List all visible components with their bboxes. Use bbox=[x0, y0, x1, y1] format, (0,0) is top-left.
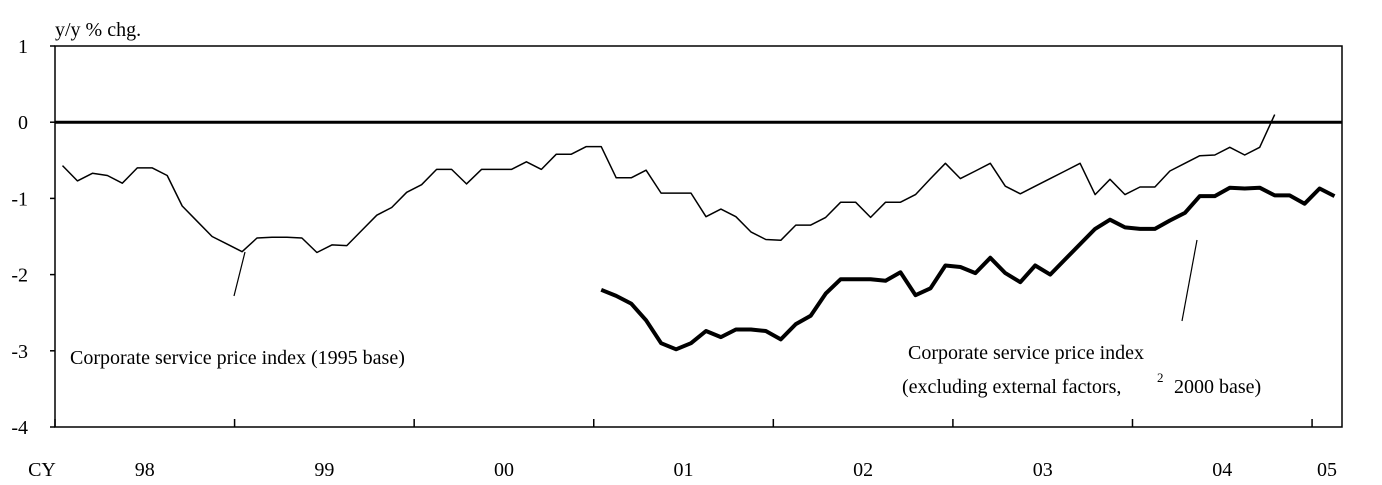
leader-line bbox=[233, 251, 246, 297]
y-tick-label: -4 bbox=[11, 417, 28, 439]
series-line bbox=[61, 114, 1276, 254]
x-tick-label: 05 bbox=[1317, 459, 1337, 481]
x-tick-label: 98 bbox=[135, 459, 155, 481]
x-tick-label: 00 bbox=[494, 459, 514, 481]
x-tick-label: 03 bbox=[1033, 459, 1053, 481]
annotation: Corporate service price index (1995 base… bbox=[70, 347, 405, 369]
y-axis-label: y/y % chg. bbox=[55, 19, 141, 41]
y-tick-label: -1 bbox=[11, 188, 28, 210]
annotation: (excluding external factors, bbox=[902, 376, 1121, 398]
y-tick-label: -3 bbox=[11, 341, 28, 363]
y-tick-label: 0 bbox=[18, 112, 28, 134]
x-tick-label: 04 bbox=[1212, 459, 1232, 481]
series-line bbox=[600, 185, 1336, 352]
y-tick-label: -2 bbox=[11, 265, 28, 287]
y-tick-label: 1 bbox=[18, 36, 28, 58]
x-tick-label: 99 bbox=[314, 459, 334, 481]
x-tick-label: 02 bbox=[853, 459, 873, 481]
annotation: Corporate service price index bbox=[908, 342, 1144, 364]
annotation-superscript: 2 bbox=[1157, 370, 1164, 385]
plot-frame bbox=[54, 45, 1343, 428]
x-axis-label: CY bbox=[28, 459, 56, 481]
x-tick-label: 01 bbox=[674, 459, 694, 481]
leader-line bbox=[1181, 239, 1198, 322]
annotation: 2000 base) bbox=[1174, 376, 1261, 398]
